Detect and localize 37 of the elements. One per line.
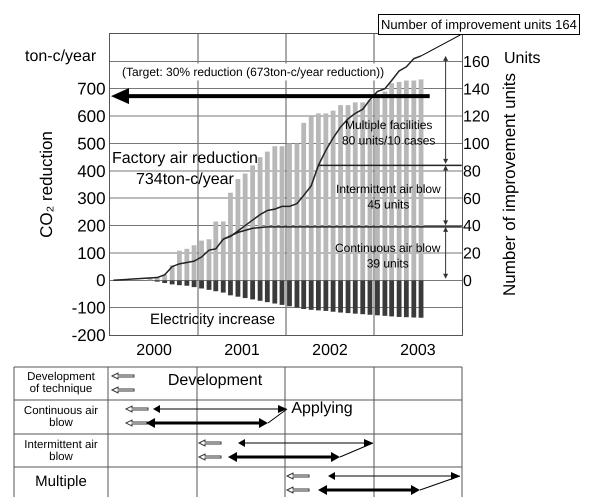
y-tick-label: 100 [77, 244, 106, 263]
y-tick-label: 700 [77, 80, 106, 99]
y2-tick-label: 60 [463, 190, 481, 208]
x-tick-label: 2001 [224, 342, 260, 360]
x-tick-label: 2003 [400, 342, 436, 360]
y-tick-label: 600 [77, 107, 106, 126]
y2-tick-label: 40 [463, 218, 481, 236]
y2-tick-label: 80 [463, 163, 481, 180]
text: Development of technique [26, 371, 96, 396]
text: Continuous air blow [22, 405, 100, 430]
text: Units [504, 50, 540, 67]
y2-tick-label: 140 [463, 81, 490, 98]
y-tick-label: 500 [77, 134, 106, 154]
y2-tick-label: 160 [463, 54, 490, 71]
y-tick-label: 300 [77, 189, 106, 208]
y-tick-label: 0 [96, 271, 106, 290]
y-tick-label: -100 [72, 298, 106, 318]
text: Multiple [34, 473, 88, 490]
y-tick-label: 200 [77, 216, 106, 236]
annotation: Number of improvement units 164 [381, 17, 577, 32]
y-tick-label: 400 [77, 162, 106, 181]
y2-tick-label: 120 [463, 108, 490, 126]
text: Applying [290, 400, 354, 418]
annotation: Intermittent air blow 45 units [336, 182, 442, 212]
annotation: Multiple facilities 80 units/10 cases [342, 118, 436, 148]
y2-tick-label: 0 [463, 272, 472, 290]
y2-tick-label: 20 [463, 246, 481, 263]
text: Intermittent air blow [23, 439, 99, 464]
y-axis-title: CO₂ reduction [37, 131, 56, 238]
x-tick-label: 2002 [312, 342, 348, 360]
y-tick-label: -200 [72, 326, 106, 345]
x-tick-label: 2000 [136, 342, 172, 360]
annotation: Continuous air blow 39 units [335, 241, 441, 271]
y2-axis-title: Number of improvement units [500, 73, 520, 296]
text: ton-c/year [25, 48, 97, 65]
ref-line-label: (Target: 30% reduction (673ton-c/year reduction)) [122, 65, 384, 79]
y2-tick-label: 100 [463, 136, 490, 154]
